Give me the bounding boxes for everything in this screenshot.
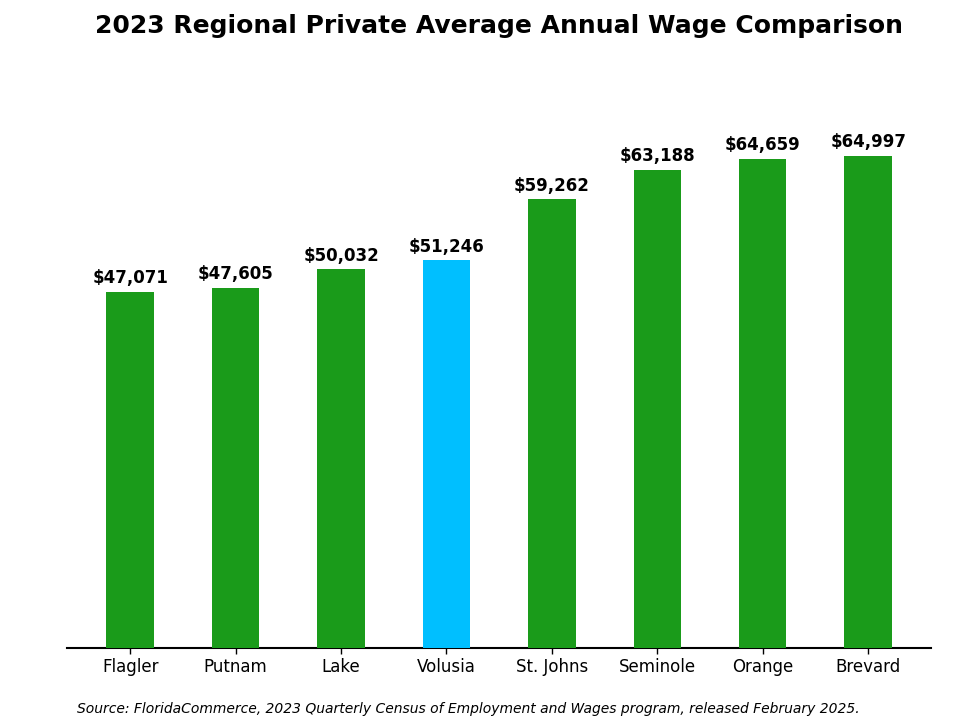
Bar (212, 288, 259, 648)
Bar (318, 269, 365, 648)
Title: 2023 Regional Private Average Annual Wage Comparison: 2023 Regional Private Average Annual Wag… (95, 14, 903, 37)
Text: $63,188: $63,188 (619, 147, 695, 165)
Text: $47,071: $47,071 (92, 269, 168, 287)
Text: $51,246: $51,246 (409, 238, 485, 256)
Text: $64,997: $64,997 (830, 133, 906, 151)
Text: $59,262: $59,262 (514, 177, 589, 195)
Bar (528, 199, 576, 648)
Text: $64,659: $64,659 (725, 136, 801, 154)
Text: $50,032: $50,032 (303, 247, 379, 265)
Bar (422, 260, 470, 648)
Bar (739, 158, 786, 648)
Bar (845, 156, 892, 648)
Bar (634, 170, 681, 648)
Text: $47,605: $47,605 (198, 265, 274, 283)
Bar (107, 292, 154, 648)
Text: Source: FloridaCommerce, 2023 Quarterly Census of Employment and Wages program, : Source: FloridaCommerce, 2023 Quarterly … (77, 702, 859, 716)
